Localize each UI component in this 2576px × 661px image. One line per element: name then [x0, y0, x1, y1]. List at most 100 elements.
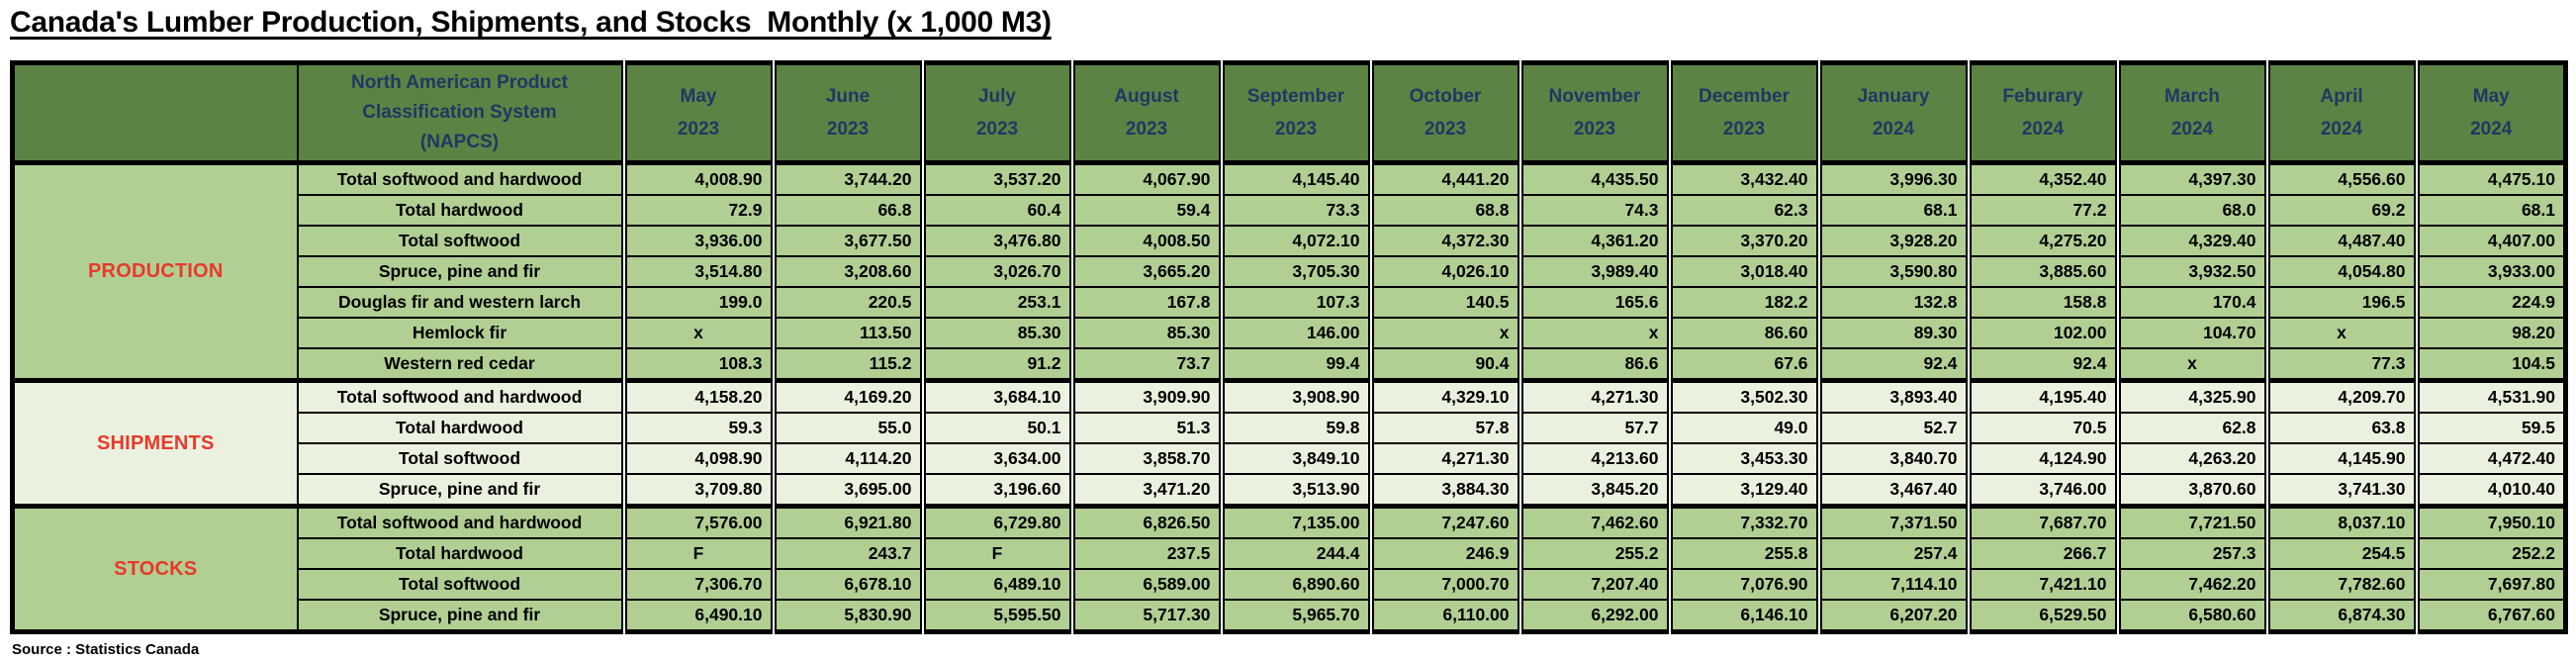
- value-cell: 3,677.50: [770, 225, 923, 257]
- value-cell: 59.3: [620, 412, 774, 444]
- month-header-text: Feburary 2024: [1975, 80, 2115, 145]
- value-cell: 4,010.40: [2413, 473, 2566, 508]
- value-cell: 7,462.20: [2114, 568, 2267, 601]
- value-cell: 73.7: [1068, 347, 1222, 382]
- month-year: 2024: [2470, 119, 2513, 140]
- value-cell: 8,037.10: [2263, 504, 2417, 539]
- row-label: Total hardwood: [296, 537, 624, 570]
- month-year: 2023: [1573, 119, 1616, 140]
- value-cell: 3,932.50: [2114, 255, 2267, 288]
- page-title: Canada's Lumber Production, Shipments, a…: [10, 6, 1052, 39]
- month-header-text: May 2023: [630, 80, 771, 145]
- value-cell: 4,054.80: [2263, 255, 2417, 288]
- value-cell: 7,000.70: [1367, 568, 1520, 601]
- value-cell: 107.3: [1218, 286, 1371, 319]
- value-cell: 7,697.80: [2413, 568, 2566, 601]
- value-cell: 3,695.00: [770, 473, 923, 508]
- value-cell: 7,721.50: [2114, 504, 2267, 539]
- value-cell: 3,933.00: [2413, 255, 2566, 288]
- table-row: Total softwood 4,098.90 4,114.20 3,634.00 3,…: [13, 442, 2566, 475]
- value-cell: x: [2114, 347, 2267, 382]
- value-cell: 3,513.90: [1218, 473, 1371, 508]
- value-cell: 4,008.50: [1068, 225, 1222, 257]
- value-cell: 4,209.70: [2263, 378, 2417, 414]
- value-cell: 4,275.20: [1965, 225, 2118, 257]
- value-cell: 7,687.70: [1965, 504, 2118, 539]
- month-header-cell: April 2024: [2263, 61, 2417, 165]
- month-year: 2023: [1125, 119, 1168, 140]
- value-cell: 91.2: [919, 347, 1072, 382]
- month-name: June: [825, 86, 871, 107]
- value-cell: 3,476.80: [919, 225, 1072, 257]
- value-cell: x: [1517, 317, 1670, 349]
- value-cell: x: [1367, 317, 1520, 349]
- value-cell: 255.2: [1517, 537, 1670, 570]
- month-year: 2023: [975, 119, 1019, 140]
- row-label: Total softwood: [296, 442, 624, 475]
- value-cell: 62.8: [2114, 412, 2267, 444]
- value-cell: 7,135.00: [1218, 504, 1371, 539]
- value-cell: 3,989.40: [1517, 255, 1670, 288]
- value-cell: 4,435.50: [1517, 160, 1670, 196]
- value-cell: 90.4: [1367, 347, 1520, 382]
- value-cell: 7,462.60: [1517, 504, 1670, 539]
- value-cell: 4,195.40: [1965, 378, 2118, 414]
- value-cell: 237.5: [1068, 537, 1222, 570]
- value-cell: 3,909.90: [1068, 378, 1222, 414]
- value-cell: 68.1: [1815, 194, 1969, 227]
- value-cell: 257.3: [2114, 537, 2267, 570]
- value-cell: 146.00: [1218, 317, 1371, 349]
- value-cell: 3,885.60: [1965, 255, 2118, 288]
- month-name: July: [977, 86, 1017, 107]
- value-cell: 4,531.90: [2413, 378, 2566, 414]
- value-cell: 4,325.90: [2114, 378, 2267, 414]
- value-cell: 4,407.00: [2413, 225, 2566, 257]
- value-cell: 165.6: [1517, 286, 1670, 319]
- value-cell: 86.6: [1517, 347, 1670, 382]
- value-cell: 92.4: [1815, 347, 1969, 382]
- value-cell: 72.9: [620, 194, 774, 227]
- value-cell: 5,965.70: [1218, 599, 1371, 633]
- value-cell: 257.4: [1815, 537, 1969, 570]
- month-name: May: [2472, 86, 2510, 107]
- month-header-text: July 2023: [929, 80, 1069, 145]
- value-cell: 6,110.00: [1367, 599, 1520, 633]
- value-cell: 4,067.90: [1068, 160, 1222, 196]
- value-cell: 3,840.70: [1815, 442, 1969, 475]
- value-cell: 74.3: [1517, 194, 1670, 227]
- month-year: 2023: [677, 119, 720, 140]
- month-year: 2024: [1872, 119, 1915, 140]
- month-header-text: October 2023: [1377, 80, 1518, 145]
- value-cell: 4,098.90: [620, 442, 774, 475]
- value-cell: 77.3: [2263, 347, 2417, 382]
- row-label: Total hardwood: [296, 412, 624, 444]
- section-label-shipments: SHIPMENTS: [12, 378, 298, 508]
- month-name: October: [1409, 86, 1482, 107]
- value-cell: 68.0: [2114, 194, 2267, 227]
- value-cell: 77.2: [1965, 194, 2118, 227]
- value-cell: F: [620, 537, 774, 570]
- month-year: 2024: [2021, 119, 2065, 140]
- month-name: November: [1548, 86, 1641, 107]
- month-header-cell: March 2024: [2114, 61, 2267, 165]
- month-header-text: August 2023: [1078, 80, 1219, 145]
- value-cell: 7,306.70: [620, 568, 774, 601]
- napcs-header-text: North American Product Classification Sys…: [300, 68, 621, 157]
- row-label: Total softwood and hardwood: [296, 378, 624, 414]
- month-header-text: November 2023: [1526, 80, 1667, 145]
- value-cell: 68.8: [1367, 194, 1520, 227]
- month-header-cell: May 2023: [620, 61, 774, 165]
- value-cell: 4,114.20: [770, 442, 923, 475]
- value-cell: 220.5: [770, 286, 923, 319]
- value-cell: 108.3: [620, 347, 774, 382]
- value-cell: 6,678.10: [770, 568, 923, 601]
- value-cell: 104.70: [2114, 317, 2267, 349]
- month-name: April: [2320, 86, 2363, 107]
- month-name: January: [1857, 86, 1930, 107]
- month-header-text: December 2023: [1676, 80, 1816, 145]
- value-cell: 99.4: [1218, 347, 1371, 382]
- source-note: Source : Statistics Canada: [12, 641, 200, 658]
- table-row: Total hardwood F 243.7 F 237.5 244.4 246.9 255.…: [13, 537, 2566, 570]
- value-cell: 3,514.80: [620, 255, 774, 288]
- row-label: Spruce, pine and fir: [296, 599, 624, 633]
